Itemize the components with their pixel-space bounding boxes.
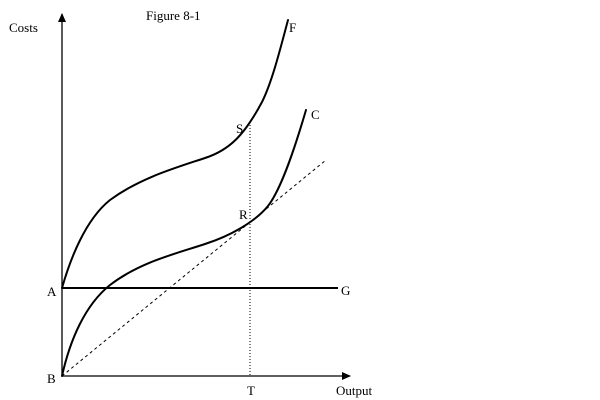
point-label-g: G <box>341 283 350 298</box>
y-axis-label: Costs <box>9 20 38 35</box>
point-label-a: A <box>47 284 57 299</box>
ray-from-b <box>61 159 327 377</box>
point-label-c: C <box>311 107 320 122</box>
point-label-s: S <box>236 121 243 136</box>
point-label-r: R <box>239 207 248 222</box>
point-label-t: T <box>247 383 255 398</box>
curve-a-f <box>61 19 289 289</box>
point-label-f: F <box>289 20 296 35</box>
curve-b-c <box>61 109 307 377</box>
point-label-b: B <box>47 371 56 386</box>
figure-title: Figure 8-1 <box>146 8 201 23</box>
x-axis-label: Output <box>336 383 373 398</box>
